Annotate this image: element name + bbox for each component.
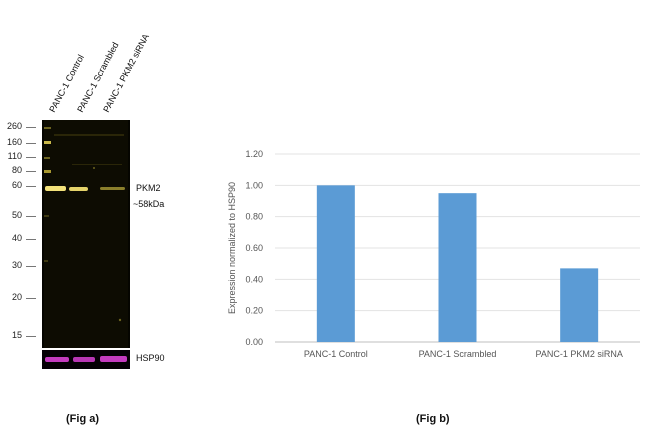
y-tick-label: 0.20 — [245, 306, 263, 316]
mw-tick — [26, 171, 36, 172]
bar-chart: 0.00 0.20 0.40 0.60 0.80 1.00 1.20 PANC-1 Cont… — [227, 149, 640, 359]
mw-label: 50 — [11, 210, 22, 220]
marker-band — [44, 170, 51, 173]
mw-tick — [26, 127, 36, 128]
hsp90-band-scrambled — [73, 357, 95, 362]
hsp90-band-control — [45, 357, 69, 362]
mw-tick — [26, 298, 36, 299]
y-tick-label: 1.00 — [245, 180, 263, 190]
mw-label: 260 — [6, 121, 22, 131]
loading-control-label: HSP90 — [136, 353, 165, 363]
marker-band — [44, 127, 51, 129]
fig-a-caption: (Fig a) — [66, 413, 99, 425]
mw-label: 60 — [11, 180, 22, 190]
mw-tick — [26, 186, 36, 187]
y-tick-label: 0.80 — [245, 212, 263, 222]
mw-label: 15 — [11, 330, 22, 340]
bar — [438, 193, 477, 342]
hsp90-band-sirna — [100, 356, 127, 362]
blot-panel — [42, 120, 130, 348]
x-tick-label: PANC-1 Scrambled — [419, 349, 497, 359]
mw-tick — [26, 239, 36, 240]
bar — [560, 268, 599, 342]
mw-label: 40 — [11, 233, 22, 243]
x-tick-label: PANC-1 PKM2 siRNA — [535, 349, 622, 359]
bar — [316, 185, 355, 342]
marker-band — [44, 260, 48, 262]
fig-b-caption: (Fig b) — [416, 413, 450, 425]
marker-band — [44, 215, 49, 217]
mw-label: 80 — [11, 165, 22, 175]
y-tick-label: 0.40 — [245, 274, 263, 284]
loading-control-panel — [42, 350, 130, 369]
mw-label: 20 — [11, 292, 22, 302]
pkm2-band-scrambled — [69, 187, 88, 191]
target-size-label: ~58kDa — [133, 199, 165, 209]
marker-band — [44, 157, 50, 159]
mw-tick — [26, 336, 36, 337]
mw-label: 30 — [11, 260, 22, 270]
mw-tick — [26, 216, 36, 217]
mw-label: 160 — [6, 137, 22, 147]
pkm2-band-control — [45, 186, 66, 191]
y-tick-label: 1.20 — [245, 149, 263, 159]
y-tick-label: 0.00 — [245, 337, 263, 347]
target-label: PKM2 — [136, 183, 161, 193]
pkm2-band-sirna — [100, 187, 125, 190]
mw-tick — [26, 143, 36, 144]
y-axis-label: Expression normalized to HSP90 — [227, 182, 237, 314]
x-tick-label: PANC-1 Control — [304, 349, 368, 359]
mw-tick — [26, 157, 36, 158]
mw-label: 110 — [7, 151, 22, 161]
y-tick-label: 0.60 — [245, 243, 263, 253]
mw-tick — [26, 266, 36, 267]
marker-band — [44, 141, 51, 144]
